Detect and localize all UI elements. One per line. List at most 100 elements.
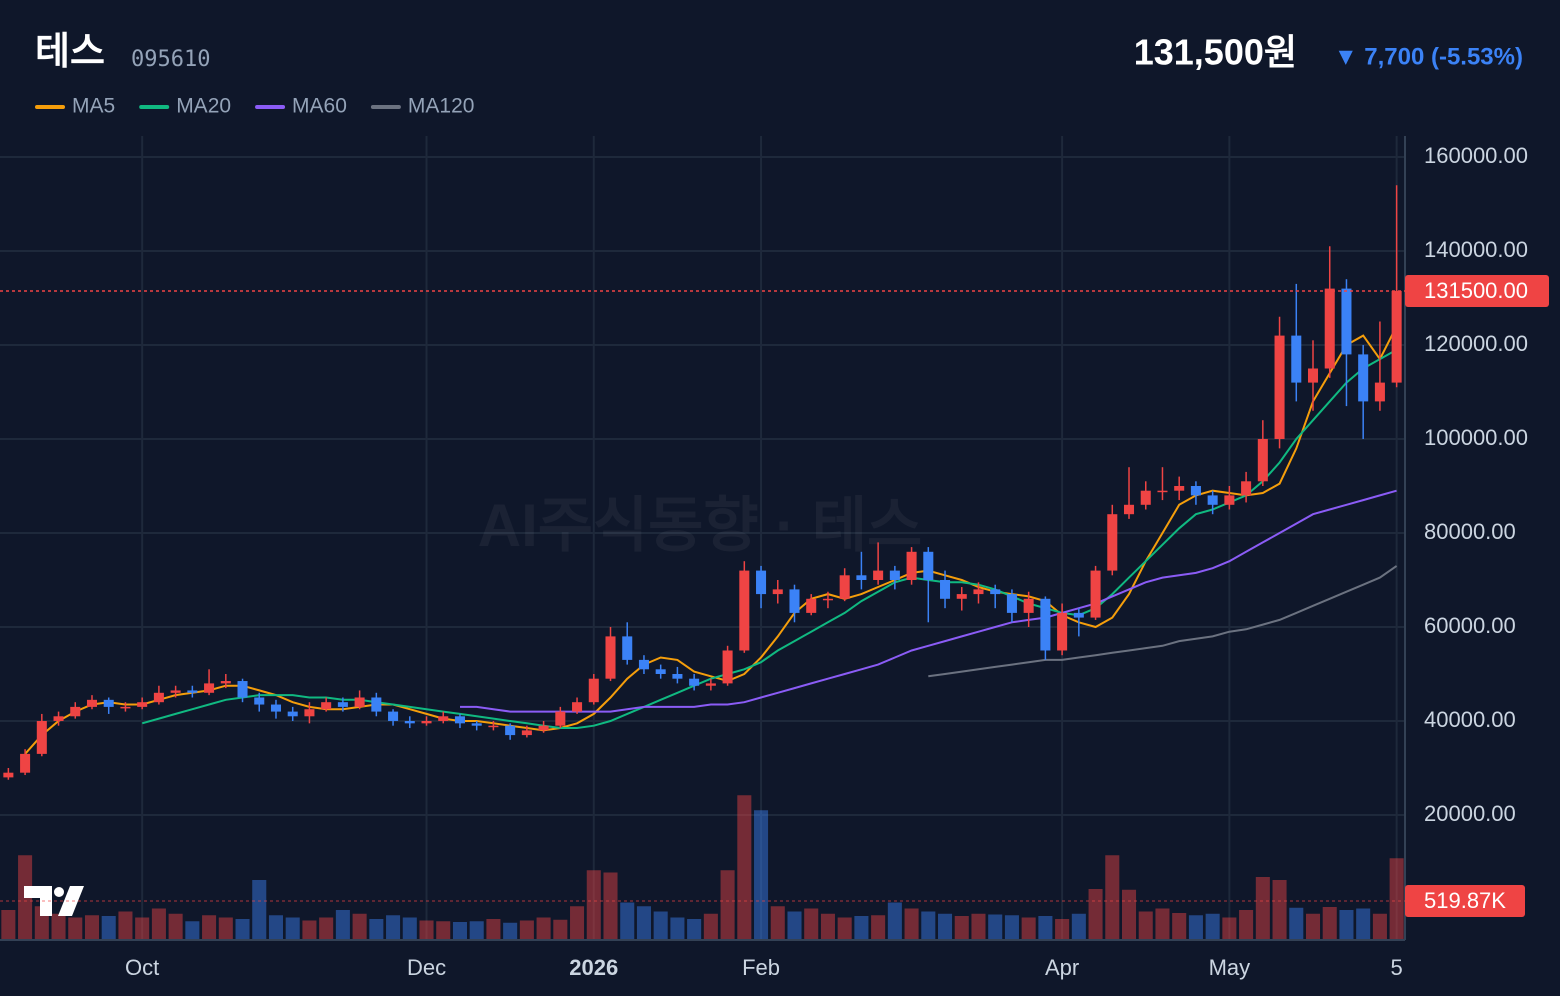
current-price: 131,500원: [1134, 32, 1297, 73]
candle-body: [3, 772, 14, 778]
volume-bar: [720, 870, 735, 940]
volume-bar: [653, 911, 668, 940]
y-tick-label: 80000.00: [1424, 519, 1516, 544]
y-tick-label: 160000.00: [1424, 143, 1528, 168]
candle-body: [906, 551, 917, 580]
candle-body: [421, 720, 432, 724]
candle-body: [488, 725, 499, 728]
candle-body: [220, 681, 231, 684]
candle-body: [404, 720, 415, 724]
candle-body: [572, 702, 583, 712]
volume-bar: [1305, 913, 1321, 940]
volume-bar: [1004, 915, 1019, 940]
volume-bar: [519, 920, 534, 940]
volume-bar: [971, 913, 986, 940]
candle-body: [1006, 594, 1017, 613]
candle-body: [521, 730, 532, 736]
volume-bar: [553, 919, 568, 940]
candle-body: [321, 702, 332, 710]
volume-bar: [202, 915, 217, 940]
candle-body: [1023, 598, 1034, 613]
volume-bar: [352, 913, 367, 940]
volume-bar: [1205, 913, 1220, 940]
volume-bar: [1372, 913, 1387, 940]
logo-t: [24, 886, 52, 916]
y-tick-label: 140000.00: [1424, 237, 1528, 262]
candle-body: [1040, 598, 1051, 651]
candle-body: [1307, 368, 1319, 383]
volume-bar: [386, 915, 401, 940]
candle-body: [722, 650, 733, 684]
candle-body: [1341, 288, 1352, 355]
legend-label: MA20: [176, 95, 231, 118]
volume-bar: [1071, 913, 1086, 940]
candle-body: [287, 711, 298, 717]
candle-body: [1374, 382, 1385, 402]
volume-bar: [185, 921, 200, 940]
candle-body: [1124, 504, 1135, 515]
candle-body: [856, 575, 867, 580]
candle-body: [839, 575, 850, 599]
volume-bar: [402, 917, 417, 940]
candle-body: [120, 706, 131, 709]
x-tick-label: Dec: [407, 955, 446, 980]
candle-body: [806, 598, 817, 613]
candle-body: [20, 753, 31, 773]
y-tick-label: 40000.00: [1424, 707, 1516, 732]
candle-body: [689, 678, 700, 686]
volume-bar: [503, 922, 518, 940]
candle-body: [672, 673, 683, 679]
candle-body: [889, 570, 900, 580]
volume-bar: [687, 919, 702, 940]
candle-body: [438, 716, 449, 721]
candle-body: [1057, 612, 1068, 651]
volume-bar: [636, 906, 651, 940]
candle-body: [1324, 288, 1335, 369]
volume-bar: [1289, 907, 1304, 940]
candle-body: [1224, 495, 1235, 505]
candle-body: [187, 690, 198, 693]
volume-bar: [1088, 889, 1103, 940]
candle-body: [1391, 290, 1402, 383]
volume-bar: [335, 910, 350, 940]
stock-name: 테스: [35, 31, 105, 73]
volume-bar: [737, 795, 752, 940]
volume-bar: [1188, 915, 1203, 940]
candle-body: [471, 723, 482, 726]
volume-bar: [871, 915, 886, 940]
logo-v: [58, 886, 84, 916]
stock-code: 095610: [131, 47, 210, 72]
candle-body: [86, 699, 98, 707]
volume-bar: [1172, 913, 1187, 940]
volume-bar: [1222, 917, 1237, 940]
candle-body: [1190, 485, 1201, 496]
volume-bar: [151, 908, 166, 940]
volume-bar: [787, 911, 802, 940]
volume-bar: [302, 920, 317, 940]
candle-body: [538, 725, 549, 731]
volume-bar: [770, 906, 785, 940]
candle-body: [923, 551, 934, 580]
candle-body: [756, 570, 767, 595]
volume-bar: [218, 917, 233, 940]
candle-body: [137, 702, 148, 707]
volume-bar: [603, 872, 618, 940]
volume-bar: [168, 913, 183, 940]
volume-bar: [118, 911, 133, 940]
watermark: AI주식동향 · 테스: [478, 492, 923, 559]
volume-bar: [1121, 889, 1137, 940]
candle-body: [1140, 490, 1151, 505]
candle-body: [1358, 354, 1369, 402]
volume-bar: [570, 906, 585, 940]
volume-bar: [536, 917, 551, 940]
ma-line: [24, 325, 1398, 755]
volume-bar: [586, 870, 601, 940]
candle-body: [873, 570, 884, 580]
last-price-label: 131500.00: [1424, 278, 1528, 303]
volume-bar: [469, 921, 484, 940]
volume-bar: [1339, 910, 1354, 940]
tradingview-logo: [24, 886, 84, 916]
y-tick-label: 120000.00: [1424, 331, 1528, 356]
volume-bar: [1, 910, 16, 940]
